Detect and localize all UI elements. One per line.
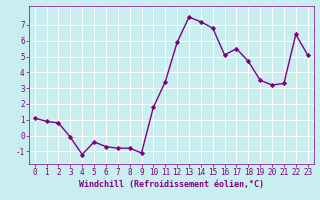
X-axis label: Windchill (Refroidissement éolien,°C): Windchill (Refroidissement éolien,°C): [79, 180, 264, 189]
